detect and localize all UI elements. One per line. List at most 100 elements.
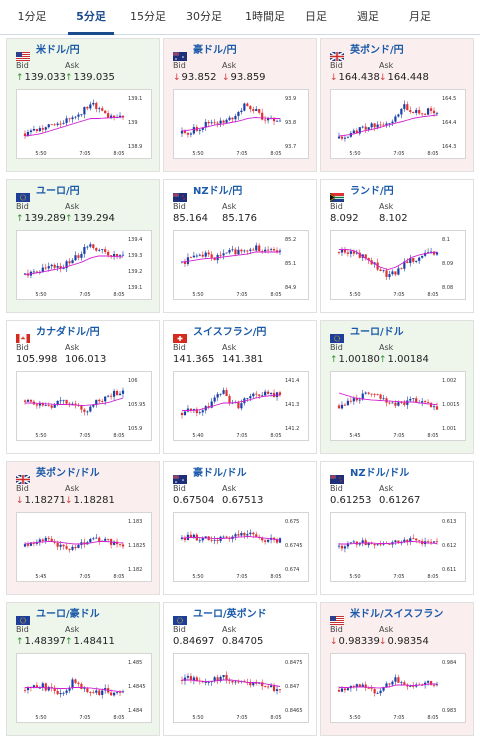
tab-1[interactable]: 5分足 (68, 0, 114, 35)
currency-pair-link[interactable]: NZドル/ドル (350, 468, 410, 479)
currency-card[interactable]: NZドル/ドル Bid Ask 0.61253 0.61267 0.613 0.612 0.6… (320, 461, 474, 595)
y-tick-label: 0.6745 (285, 543, 303, 549)
currency-pair-link[interactable]: カナダドル/円 (36, 327, 100, 338)
bid-value: 0.61253 (330, 495, 372, 506)
currency-pair-link[interactable]: ランド/円 (350, 186, 394, 197)
currency-card[interactable]: ユーロ/豪ドル Bid Ask ↑1.48397 ↑1.48411 1.485 1.4845… (6, 602, 160, 736)
currency-card[interactable]: ユーロ/英ポンド Bid Ask 0.84697 0.84705 0.8475 0.847 0… (163, 602, 317, 736)
tab-7[interactable]: 月足 (409, 10, 431, 23)
candle-body (219, 254, 222, 256)
tab-3[interactable]: 30分足 (186, 10, 222, 23)
x-tick-label: 8:05 (113, 433, 124, 439)
currency-pair-link[interactable]: 豪ドル/ドル (193, 468, 247, 479)
candle-body (104, 110, 107, 114)
ask-label: Ask (222, 484, 237, 493)
tab-5[interactable]: 日足 (305, 10, 327, 23)
candle-body (340, 688, 344, 692)
currency-card[interactable]: 英ポンド/円 Bid Ask ↓164.438 ↓164.448 164.5 164.4 16… (320, 38, 474, 172)
candlestick-chart[interactable]: 0.8475 0.847 0.8465 5:50 7:05 8:05 (173, 653, 309, 723)
candle-body (44, 683, 47, 691)
currency-pair-link[interactable]: 英ポンド/ドル (36, 468, 100, 479)
currency-card[interactable]: 豪ドル/円 Bid Ask ↓93.852 ↓93.859 93.9 93.8 93.7 5:5… (163, 38, 317, 172)
currency-card[interactable]: 英ポンド/ドル Bid Ask ↓1.18271 ↓1.18281 1.183 1.1825… (6, 461, 160, 595)
currency-card[interactable]: NZドル/円 Bid Ask 85.164 85.176 85.2 85.1 84.9 5:50… (163, 179, 317, 313)
chart-svg: 141.4 141.3 141.2 5:40 7:05 8:05 (180, 378, 299, 439)
currency-pair-link[interactable]: スイスフラン/円 (193, 327, 267, 338)
currency-card[interactable]: ユーロ/円 Bid Ask ↑139.289 ↑139.294 139.4 139.3 139… (6, 179, 160, 313)
candle-body (397, 114, 400, 117)
tab-0[interactable]: 1分足 (17, 10, 47, 23)
candle-body (418, 257, 421, 261)
y-tick-label: 8.09 (442, 261, 453, 267)
candle-body (397, 677, 400, 683)
tab-4[interactable]: 1時間足 (245, 10, 285, 23)
candle-body (231, 249, 234, 251)
candle-body (65, 546, 68, 549)
candlestick-chart[interactable]: 85.2 85.1 84.9 5:50 7:05 8:05 (173, 230, 309, 300)
currency-pair-link[interactable]: 米ドル/円 (36, 45, 80, 56)
candlestick-chart[interactable]: 8.1 8.09 8.08 5:50 7:05 8:05 (330, 230, 466, 300)
candle-body (44, 537, 47, 541)
y-tick-label: 8.08 (442, 285, 453, 291)
candlestick-chart[interactable]: 139.1 139 138.9 5:50 7:05 8:05 (16, 89, 152, 159)
ask-value: ↓1.18281 (65, 495, 115, 506)
currency-card[interactable]: ユーロ/ドル Bid Ask ↑1.00180 ↑1.00184 1.002 1.0015 1… (320, 320, 474, 454)
currency-card[interactable]: 米ドル/円 Bid Ask ↑139.033 ↑139.035 139.1 139 138.9… (6, 38, 160, 172)
candle-body (118, 115, 122, 118)
y-tick-label: 0.675 (285, 519, 299, 525)
y-tick-label: 141.3 (285, 402, 299, 408)
currency-pair-link[interactable]: ユーロ/円 (36, 186, 80, 197)
x-tick-label: 8:05 (270, 151, 281, 157)
currency-card[interactable]: ランド/円 Bid Ask 8.092 8.102 8.1 8.09 8.08 5:50 7:05… (320, 179, 474, 313)
candlestick-chart[interactable]: 164.5 164.4 164.3 5:50 7:05 8:05 (330, 89, 466, 159)
card-title: NZドル/ドル (330, 467, 470, 484)
candlestick-chart[interactable]: 139.4 139.3 139.2 139.1 5:50 7:05 8:05 (16, 230, 152, 300)
currency-card[interactable]: スイスフラン/円 Bid Ask 141.365 141.381 141.4 141.3 14… (163, 320, 317, 454)
currency-pair-link[interactable]: 豪ドル/円 (193, 45, 237, 56)
candle-body (68, 118, 71, 120)
x-tick-label: 7:05 (79, 715, 90, 721)
currency-pair-link[interactable]: ユーロ/英ポンド (193, 609, 267, 620)
candle-body (56, 542, 59, 547)
candle-body (95, 247, 98, 251)
tab-6[interactable]: 週足 (357, 10, 379, 23)
candlestick-chart[interactable]: 106 105.95 105.9 5:50 7:05 8:05 (16, 371, 152, 441)
candle-body (340, 249, 344, 253)
y-tick-label: 1.4845 (128, 684, 146, 690)
currency-pair-link[interactable]: 英ポンド/円 (350, 45, 404, 56)
candlestick-chart[interactable]: 0.984 0.983 5:50 7:05 8:05 (330, 653, 466, 723)
candle-body (258, 245, 261, 252)
candle-body (255, 393, 258, 395)
candlestick-chart[interactable]: 1.183 1.1825 1.182 5:45 7:05 8:05 (16, 512, 152, 582)
tab-2[interactable]: 15分足 (130, 10, 166, 23)
currency-card[interactable]: 米ドル/スイスフラン Bid Ask ↓0.98339 ↓0.98354 0.984 0.9… (320, 602, 474, 736)
currency-pair-link[interactable]: 米ドル/スイスフラン (350, 609, 444, 620)
candle-body (355, 684, 358, 688)
currency-pair-link[interactable]: NZドル/円 (193, 186, 243, 197)
candle-body (391, 121, 394, 124)
candlestick-chart[interactable]: 141.4 141.3 141.2 5:40 7:05 8:05 (173, 371, 309, 441)
candle-body (65, 690, 68, 693)
down-arrow-icon: ↓ (222, 73, 230, 83)
candle-body (115, 254, 119, 257)
moving-average-line (181, 536, 281, 541)
currency-card[interactable]: 豪ドル/ドル Bid Ask 0.67504 0.67513 0.675 0.6745 0.6… (163, 461, 317, 595)
currency-pair-link[interactable]: ユーロ/豪ドル (36, 609, 100, 620)
candle-body (228, 250, 231, 253)
candlestick-chart[interactable]: 93.9 93.8 93.7 5:50 7:05 8:05 (173, 89, 309, 159)
candle-body (261, 395, 264, 397)
candle-body (394, 116, 397, 122)
currency-pair-link[interactable]: ユーロ/ドル (350, 327, 404, 338)
candlestick-chart[interactable]: 0.675 0.6745 0.674 5:50 7:05 8:05 (173, 512, 309, 582)
down-arrow-icon: ↓ (379, 73, 387, 83)
candle-body (337, 545, 341, 547)
candlestick-chart[interactable]: 0.613 0.612 0.611 5:50 7:05 8:05 (330, 512, 466, 582)
card-title: 豪ドル/ドル (173, 467, 313, 484)
candlestick-chart[interactable]: 1.485 1.4845 1.484 5:50 7:05 8:05 (16, 653, 152, 723)
candle-body (201, 254, 204, 257)
candle-body (370, 543, 373, 545)
candlestick-chart[interactable]: 1.002 1.0015 1.001 5:45 7:05 8:05 (330, 371, 466, 441)
currency-card[interactable]: カナダドル/円 Bid Ask 105.998 106.013 106 105.95 105.… (6, 320, 160, 454)
bid-label: Bid (16, 61, 29, 70)
candle-body (41, 267, 44, 273)
